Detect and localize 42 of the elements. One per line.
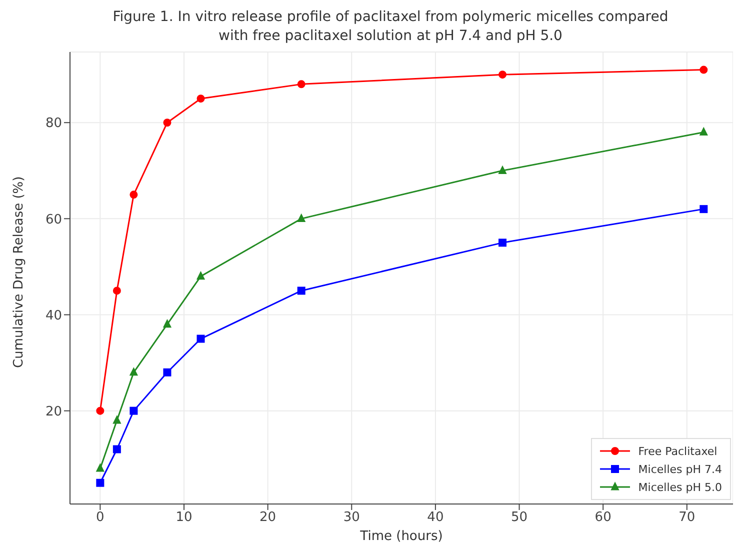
x-tick-label: 0 xyxy=(96,510,104,526)
y-tick-label: 40 xyxy=(45,308,62,324)
point xyxy=(112,445,121,454)
point xyxy=(700,66,708,74)
legend-label: Free Paclitaxel xyxy=(638,444,718,458)
point xyxy=(130,406,138,415)
x-tick-label: 20 xyxy=(260,510,276,526)
point xyxy=(498,166,506,174)
x-tick-label: 10 xyxy=(176,510,192,526)
chart-title: Figure 1. In vitro release profile of paclitaxel from polymeric micelles compared with free paclitaxel solution at pH 7.4 and pH 5.0 xyxy=(112,8,670,46)
y-tick-label: 80 xyxy=(45,116,62,132)
point xyxy=(498,70,506,79)
point xyxy=(112,286,121,295)
legend-label: Micelles pH 7.4 xyxy=(638,462,722,476)
point xyxy=(163,368,172,376)
x-tick-label: 50 xyxy=(510,510,528,526)
point xyxy=(112,416,121,424)
x-tick-label: 40 xyxy=(427,510,444,526)
legend-label: Micelles pH 5.0 xyxy=(638,480,722,494)
point xyxy=(700,205,708,214)
x-tick-label: 70 xyxy=(678,510,696,526)
point xyxy=(196,334,205,343)
point xyxy=(163,118,172,127)
point xyxy=(96,478,104,487)
point xyxy=(700,128,708,136)
point xyxy=(297,214,306,222)
point xyxy=(96,406,104,415)
point xyxy=(196,94,205,103)
point xyxy=(297,286,306,295)
point xyxy=(196,272,205,280)
x-tick-label: 60 xyxy=(594,510,612,526)
point xyxy=(130,190,138,199)
point xyxy=(96,464,104,472)
y-tick-label: 20 xyxy=(45,404,62,420)
point xyxy=(163,320,172,328)
point xyxy=(498,238,506,247)
point xyxy=(130,368,138,376)
x-tick-label: 30 xyxy=(343,510,360,526)
y-axis-title: Cumulative Drug Release (%) xyxy=(12,176,27,368)
point xyxy=(297,80,306,88)
y-tick-label: 60 xyxy=(45,212,62,228)
x-axis-title: Time (hours) xyxy=(359,529,443,544)
